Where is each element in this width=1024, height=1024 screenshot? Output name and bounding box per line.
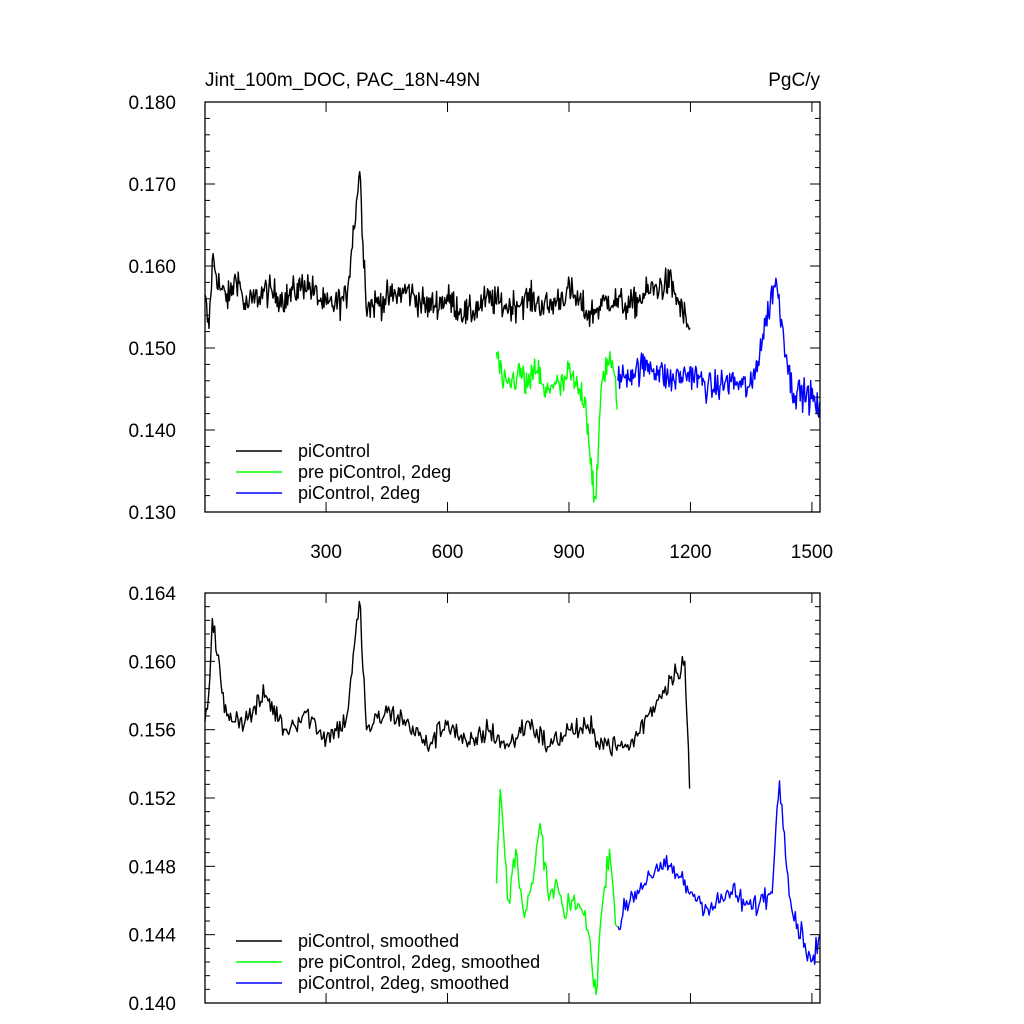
y-tick-label: 0.144 [128, 926, 176, 947]
legend-label-picontrol-2deg-smoothed: piControl, 2deg, smoothed [298, 973, 509, 993]
top-chart-units: PgC/y [768, 70, 820, 91]
legend-label-picontrol: piControl [298, 441, 370, 461]
y-tick-label: 0.150 [128, 339, 176, 360]
bottom-chart-y-tick-labels: 0.140 0.144 0.148 0.152 0.156 0.160 0.164 [128, 584, 176, 1015]
y-tick-label: 0.130 [128, 503, 176, 524]
top-chart-panel: 0.130 0.140 0.150 0.160 0.170 0.180 300 600 900… [128, 70, 833, 563]
x-tick-label: 900 [553, 542, 585, 563]
series-line-picontrol [204, 170, 691, 331]
series-line-picontrol-2deg [617, 277, 821, 418]
top-chart-y-tick-labels: 0.130 0.140 0.150 0.160 0.170 0.180 [128, 93, 176, 524]
legend-label-pre-picontrol-2deg: pre piControl, 2deg [298, 462, 451, 482]
y-tick-label: 0.160 [128, 652, 176, 673]
series-line-pre-picontrol-2deg-smoothed [495, 788, 618, 996]
series-line-picontrol-2deg-smoothed [617, 780, 821, 966]
series-line-picontrol-smoothed [204, 600, 691, 789]
x-tick-label: 300 [310, 542, 342, 563]
top-chart-x-tick-labels: 300 600 900 1200 1500 [310, 542, 833, 563]
bottom-chart-panel: 0.140 0.144 0.148 0.152 0.156 0.160 0.164 piCo… [128, 584, 821, 1015]
top-chart-frame [204, 101, 821, 513]
x-tick-label: 1200 [669, 542, 711, 563]
y-tick-label: 0.170 [128, 175, 176, 196]
x-tick-label: 600 [432, 542, 464, 563]
top-chart-title: Jint_100m_DOC, PAC_18N-49N [205, 70, 480, 91]
y-tick-label: 0.140 [128, 994, 176, 1015]
top-chart-lines [204, 170, 821, 503]
y-tick-label: 0.180 [128, 93, 176, 114]
top-chart-ticks [205, 101, 820, 513]
y-tick-label: 0.164 [128, 584, 176, 605]
y-tick-label: 0.148 [128, 857, 176, 878]
y-tick-label: 0.160 [128, 257, 176, 278]
legend-label-picontrol-2deg: piControl, 2deg [298, 483, 420, 503]
x-tick-label: 1500 [791, 542, 833, 563]
series-line-pre-picontrol-2deg [495, 351, 618, 503]
legend-label-pre-picontrol-2deg-smoothed: pre piControl, 2deg, smoothed [298, 952, 540, 972]
bottom-chart-ticks [205, 592, 820, 1004]
legend-label-picontrol-smoothed: piControl, smoothed [298, 931, 459, 951]
y-tick-label: 0.156 [128, 721, 176, 742]
y-tick-label: 0.140 [128, 421, 176, 442]
bottom-chart-lines [204, 600, 821, 996]
y-tick-label: 0.152 [128, 789, 176, 810]
